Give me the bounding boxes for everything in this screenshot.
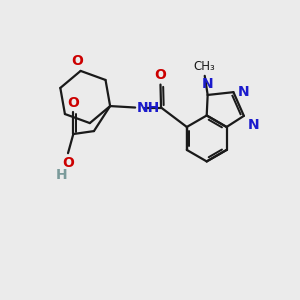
Text: N: N bbox=[248, 118, 259, 132]
Text: N: N bbox=[238, 85, 250, 99]
Text: O: O bbox=[154, 68, 166, 82]
Text: NH: NH bbox=[136, 100, 160, 115]
Text: H: H bbox=[56, 169, 68, 182]
Text: O: O bbox=[68, 96, 79, 110]
Text: CH₃: CH₃ bbox=[194, 61, 216, 74]
Text: N: N bbox=[202, 77, 214, 92]
Text: O: O bbox=[62, 155, 74, 170]
Text: O: O bbox=[71, 54, 83, 68]
